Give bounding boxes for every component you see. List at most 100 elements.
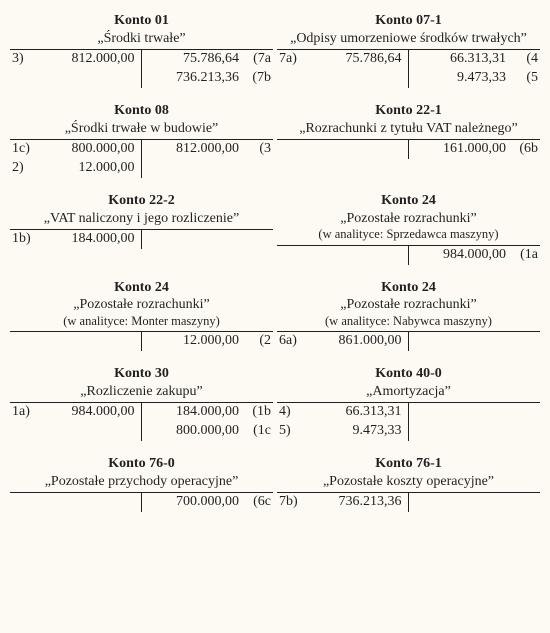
t-account: Konto 22-1„Rozrachunki z tytułu VAT nale… — [277, 102, 540, 178]
entry-ref: (7b — [241, 70, 271, 87]
entry-amount: 9.473,33 — [305, 423, 406, 440]
debit-side: 4)66.313,31 — [277, 403, 409, 422]
t-account: Konto 76-1„Pozostałe koszty operacyjne”7… — [277, 455, 540, 512]
t-account: Konto 24„Pozostałe rozrachunki”(w analit… — [277, 279, 540, 352]
t-account: Konto 24„Pozostałe rozrachunki”(w analit… — [10, 279, 273, 352]
credit-side — [142, 159, 274, 178]
entry-amount: 184.000,00 — [38, 231, 139, 248]
credit-side — [409, 422, 541, 441]
debit-side: 1c)800.000,00 — [10, 140, 142, 159]
t-account: Konto 01„Środki trwałe” 3)812.000,0075.78… — [10, 12, 273, 88]
t-account-body: 4)66.313,315)9.473,33 — [277, 402, 540, 441]
entry-amount — [144, 231, 242, 248]
account-title: Konto 08 — [10, 102, 273, 120]
t-account: Konto 30„Rozliczenie zakupu”1a)984.000,0… — [10, 365, 273, 441]
account-subnote: (w analityce: Monter maszyny) — [10, 314, 273, 330]
credit-side — [409, 403, 541, 422]
debit-side: 5)9.473,33 — [277, 422, 409, 441]
t-account-header: Konto 07-1„Odpisy umorzeniowe środków tr… — [277, 12, 540, 47]
entry-amount: 800.000,00 — [38, 141, 139, 158]
t-row: 5)9.473,33 — [277, 422, 540, 441]
t-account-body: 1b)184.000,00 — [10, 229, 273, 249]
t-account-header: Konto 30„Rozliczenie zakupu” — [10, 365, 273, 400]
entry-amount: 66.313,31 — [411, 51, 509, 68]
entry-ref: 1a) — [12, 404, 38, 421]
entry-ref: (1b — [241, 404, 271, 421]
credit-side: 12.000,00(2 — [142, 332, 274, 351]
entry-amount: 800.000,00 — [144, 423, 242, 440]
t-account-header: Konto 40-0„Amortyzacja” — [277, 365, 540, 400]
t-row: 2)12.000,00 — [10, 159, 273, 178]
account-subtitle: „Pozostałe rozrachunki” — [10, 296, 273, 314]
entry-ref: 2) — [12, 160, 38, 177]
credit-side: 984.000,00(1a — [409, 246, 541, 265]
entry-ref: (1a — [508, 247, 538, 264]
t-account-body: 700.000,00(6c — [10, 492, 273, 512]
t-account-body: 1c)800.000,00812.000,00(32)12.000,00 — [10, 139, 273, 178]
t-row: 161.000,00(6b — [277, 140, 540, 159]
entry-amount: 75.786,64 — [144, 51, 242, 68]
t-account-header: Konto 24„Pozostałe rozrachunki”(w analit… — [10, 279, 273, 330]
t-row: 7a)75.786,6466.313,31(4 — [277, 50, 540, 69]
entry-ref — [12, 70, 38, 87]
credit-side — [142, 230, 274, 249]
t-account-body: 3)812.000,0075.786,64(7a736.213,36(7b — [10, 49, 273, 88]
entry-amount: 12.000,00 — [144, 333, 242, 350]
credit-side: 75.786,64(7a — [142, 50, 274, 69]
entry-amount — [411, 423, 509, 440]
t-account-header: Konto 24„Pozostałe rozrachunki”(w analit… — [277, 279, 540, 330]
entry-amount — [411, 404, 509, 421]
t-account-header: Konto 01„Środki trwałe” — [10, 12, 273, 47]
credit-side: 736.213,36(7b — [142, 69, 274, 88]
t-row: 6a)861.000,00 — [277, 332, 540, 351]
entry-ref: 1b) — [12, 231, 38, 248]
account-title: Konto 22-2 — [10, 192, 273, 210]
entry-ref — [508, 333, 538, 350]
t-row: 7b)736.213,36 — [277, 493, 540, 512]
entry-ref — [12, 423, 38, 440]
entry-ref — [508, 494, 538, 511]
account-title: Konto 76-0 — [10, 455, 273, 473]
entry-ref: (7a — [241, 51, 271, 68]
t-row: 12.000,00(2 — [10, 332, 273, 351]
t-account-body: 7b)736.213,36 — [277, 492, 540, 512]
account-subtitle: „Środki trwałe w budowie” — [10, 120, 273, 138]
t-account-header: Konto 22-2„VAT naliczony i jego rozlicze… — [10, 192, 273, 227]
entry-ref: (4 — [508, 51, 538, 68]
entry-amount: 812.000,00 — [38, 51, 139, 68]
debit-side: 1b)184.000,00 — [10, 230, 142, 249]
debit-side: 3)812.000,00 — [10, 50, 142, 69]
account-title: Konto 76-1 — [277, 455, 540, 473]
entry-ref: 4) — [279, 404, 305, 421]
entry-ref: 7b) — [279, 494, 305, 511]
account-title: Konto 24 — [10, 279, 273, 297]
debit-side — [277, 246, 409, 265]
account-title: Konto 07-1 — [277, 12, 540, 30]
entry-amount — [144, 160, 242, 177]
t-account-body: 6a)861.000,00 — [277, 331, 540, 351]
entry-ref — [12, 333, 38, 350]
entry-ref: 5) — [279, 423, 305, 440]
debit-side — [10, 422, 142, 441]
entry-ref: 1c) — [12, 141, 38, 158]
entry-ref — [279, 70, 305, 87]
account-subtitle: „Odpisy umorzeniowe środków trwałych” — [277, 30, 540, 48]
t-account: Konto 24„Pozostałe rozrachunki”(w analit… — [277, 192, 540, 265]
entry-ref — [241, 160, 271, 177]
credit-side: 161.000,00(6b — [409, 140, 541, 159]
debit-side — [10, 493, 142, 512]
debit-side — [277, 69, 409, 88]
debit-side — [277, 140, 409, 159]
account-subnote: (w analityce: Nabywca maszyny) — [277, 314, 540, 330]
debit-side: 7b)736.213,36 — [277, 493, 409, 512]
debit-side — [10, 332, 142, 351]
entry-ref — [508, 404, 538, 421]
entry-amount: 12.000,00 — [38, 160, 139, 177]
t-account-body: 12.000,00(2 — [10, 331, 273, 351]
entry-ref — [241, 231, 271, 248]
account-subtitle: „Pozostałe przychody operacyjne” — [10, 473, 273, 491]
entry-amount — [305, 141, 406, 158]
account-subnote: (w analityce: Sprzedawca maszyny) — [277, 227, 540, 243]
entry-amount: 736.213,36 — [144, 70, 242, 87]
credit-side: 800.000,00(1c — [142, 422, 274, 441]
